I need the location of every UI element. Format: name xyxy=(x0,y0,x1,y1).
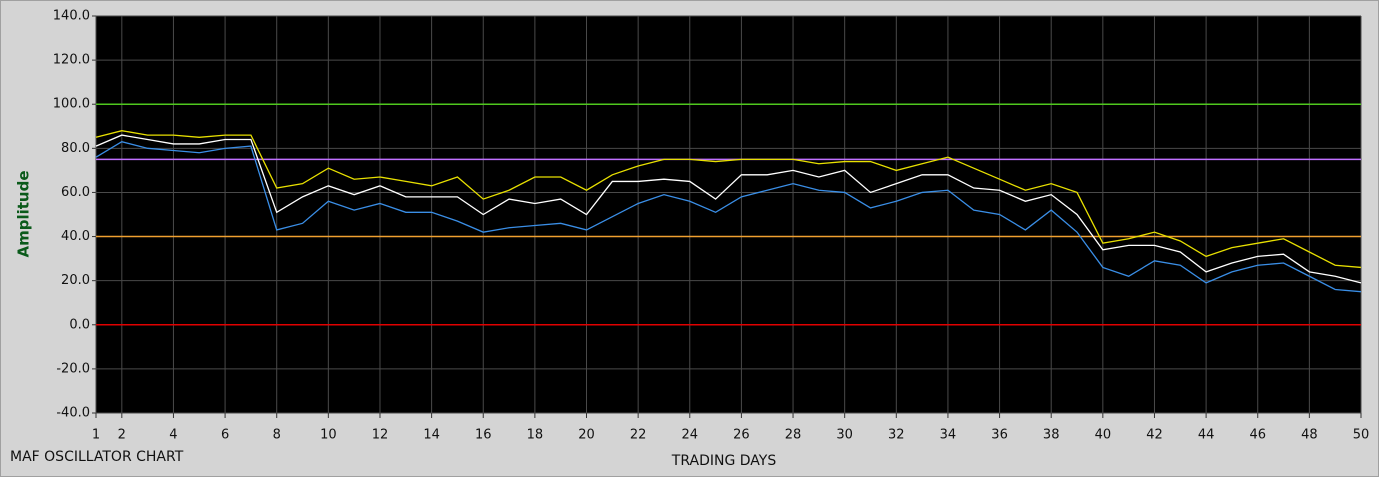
x-tick-label: 4 xyxy=(169,428,177,443)
series-line xyxy=(95,134,1362,284)
x-tick-label: 14 xyxy=(423,428,440,443)
y-tick-label: 80.0 xyxy=(61,141,90,156)
x-tick-label: 32 xyxy=(888,428,905,443)
x-tick-label: 18 xyxy=(527,428,544,443)
x-tick-label: 34 xyxy=(940,428,957,443)
x-tick-label: 6 xyxy=(221,428,229,443)
chart-title: MAF OSCILLATOR CHART xyxy=(10,449,184,465)
y-tick-label: 100.0 xyxy=(53,97,90,112)
series-line xyxy=(95,141,1362,293)
x-tick-label: 46 xyxy=(1249,428,1266,443)
x-tick-label: 16 xyxy=(475,428,492,443)
y-tick-label: 120.0 xyxy=(53,53,90,68)
x-tick-label: 48 xyxy=(1301,428,1318,443)
y-tick-label: 0.0 xyxy=(69,317,90,332)
x-axis-label: TRADING DAYS xyxy=(671,453,777,469)
x-tick-label: 44 xyxy=(1198,428,1215,443)
x-tick-label: 10 xyxy=(320,428,337,443)
x-tick-label: 28 xyxy=(785,428,802,443)
y-tick-label: 40.0 xyxy=(61,229,90,244)
plot-area xyxy=(96,16,1361,413)
x-tick-label: 8 xyxy=(273,428,281,443)
y-tick-label: -20.0 xyxy=(56,361,90,376)
x-tick-label: 26 xyxy=(733,428,750,443)
x-tick-label: 2 xyxy=(118,428,126,443)
x-tick-label: 20 xyxy=(578,428,595,443)
x-tick-label: 50 xyxy=(1353,428,1370,443)
x-tick-label: 42 xyxy=(1146,428,1163,443)
x-tick-label: 30 xyxy=(836,428,853,443)
series-line xyxy=(95,130,1362,269)
y-axis-label: Amplitude xyxy=(15,170,33,257)
x-tick-label: 36 xyxy=(991,428,1008,443)
x-tick-label: 12 xyxy=(372,428,389,443)
x-tick-label: 38 xyxy=(1043,428,1060,443)
y-tick-label: -40.0 xyxy=(56,406,90,421)
y-tick-label: 60.0 xyxy=(61,185,90,200)
x-tick-label: 24 xyxy=(682,428,699,443)
x-tick-label: 1 xyxy=(92,428,100,443)
x-tick-label: 40 xyxy=(1095,428,1112,443)
y-tick-label: 140.0 xyxy=(53,9,90,24)
x-tick-label: 22 xyxy=(630,428,647,443)
y-tick-label: 20.0 xyxy=(61,273,90,288)
